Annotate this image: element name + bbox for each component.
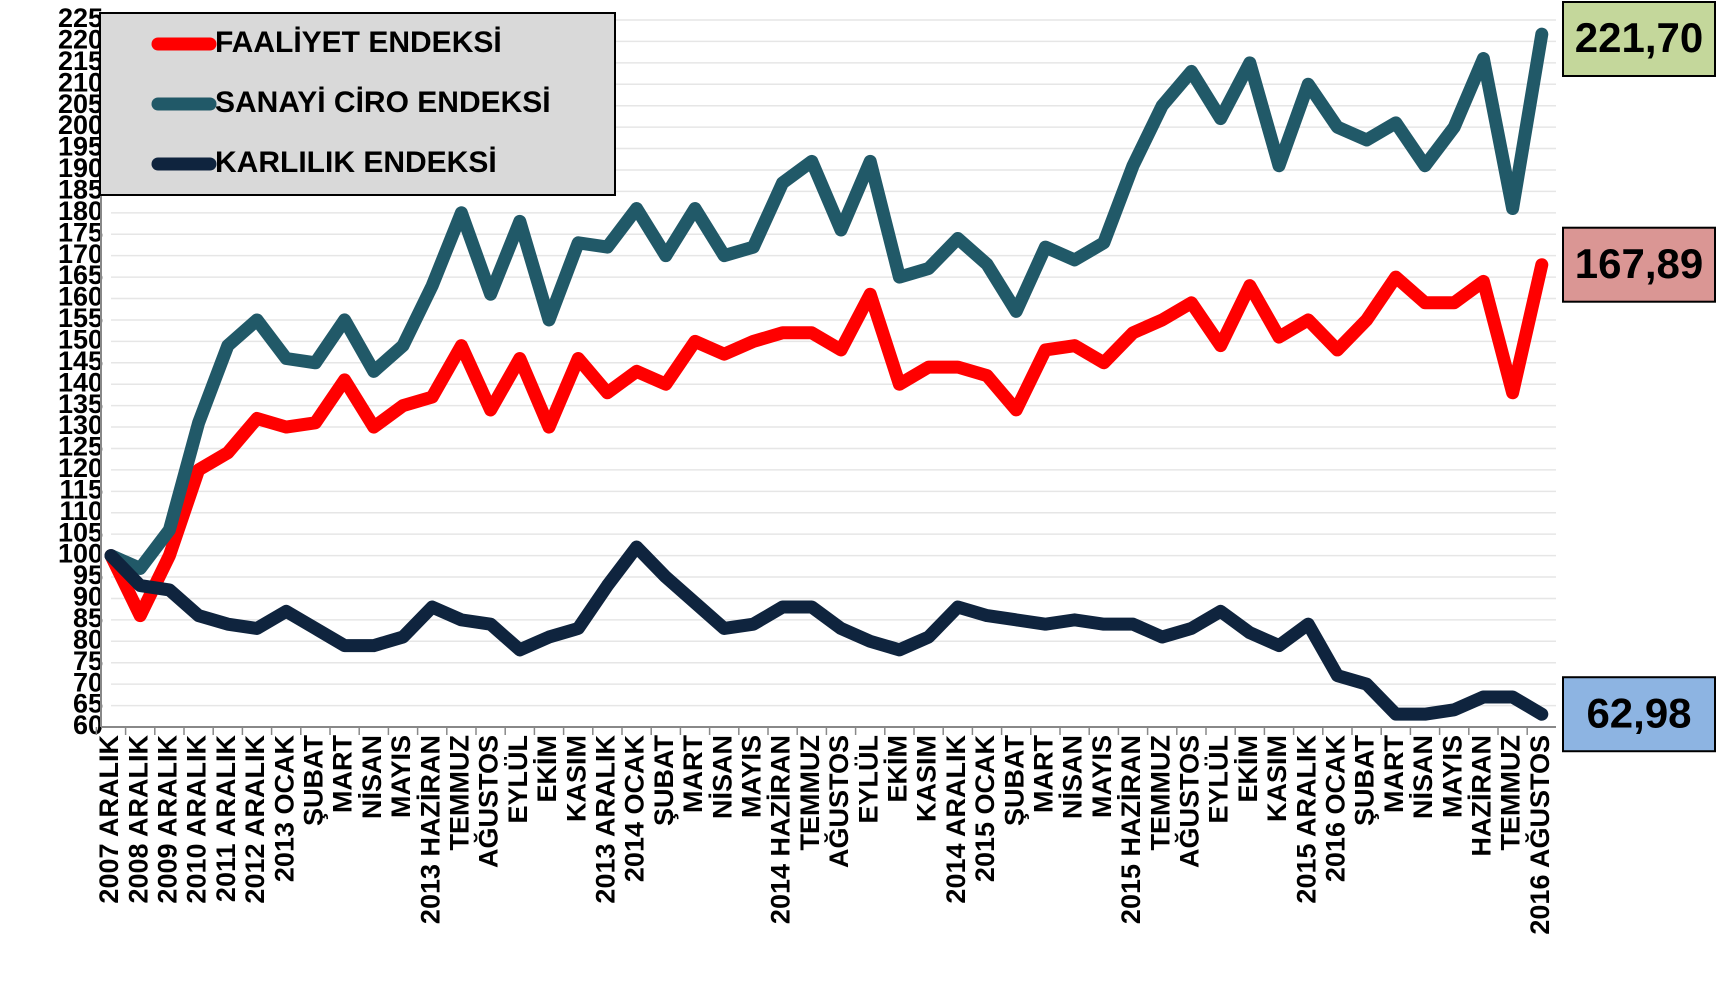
x-tick-label: EYLÜL	[503, 735, 533, 824]
series-line	[104, 27, 1549, 575]
value-label-box	[1562, 226, 1716, 303]
y-tick-label: 190	[58, 153, 103, 183]
x-tick-label: NİSAN	[1408, 735, 1438, 819]
y-tick-label: 135	[58, 389, 103, 419]
y-tick-label: 65	[73, 689, 103, 719]
y-tick-label: 110	[59, 496, 103, 526]
y-tick-label: 105	[58, 517, 103, 547]
y-tick-label: 155	[58, 303, 103, 333]
y-tick-label: 85	[73, 603, 103, 633]
x-tick-label: AĞUSTOS	[823, 735, 854, 868]
x-tick-label: TEMMUZ	[1145, 735, 1175, 850]
x-tick-label: 2013 OCAK	[269, 735, 299, 883]
x-tick-label: MAYIS	[1087, 735, 1117, 818]
x-tick-label: ŞUBAT	[1350, 734, 1380, 826]
value-label-box	[1562, 1, 1716, 77]
y-tick-label: 170	[58, 239, 103, 269]
x-tick-label: 2015 HAZİRAN	[1116, 735, 1146, 924]
y-tick-label: 120	[58, 453, 103, 483]
x-tick-label: EYLÜL	[853, 735, 883, 824]
value-label: 221,70	[1575, 14, 1703, 61]
y-tick-label: 215	[58, 46, 103, 76]
y-tick-label: 140	[58, 367, 103, 397]
series-line	[104, 258, 1549, 623]
x-tick-label: EYLÜL	[1204, 735, 1234, 824]
legend-label: KARLILIK ENDEKSİ	[215, 146, 497, 179]
x-tick-label: 2015 OCAK	[970, 735, 1000, 883]
x-tick-label: HAZİRAN	[1467, 735, 1497, 857]
y-tick-label: 195	[58, 132, 103, 162]
x-tick-label: 2012 ARALIK	[240, 735, 270, 904]
x-tick-label: ŞUBAT	[999, 734, 1029, 826]
x-tick-label: 2014 ARALIK	[941, 735, 971, 904]
legend-label: SANAYİ CİRO ENDEKSİ	[215, 86, 551, 119]
x-tick-label: 2014 HAZİRAN	[766, 735, 796, 924]
x-tick-label: AĞUSTOS	[1174, 735, 1205, 868]
x-tick-label: TEMMUZ	[795, 735, 825, 850]
x-tick-label: AĞUSTOS	[473, 735, 504, 868]
x-tick-label: NİSAN	[1058, 735, 1088, 819]
x-tick-label: MAYIS	[386, 735, 416, 818]
y-tick-label: 115	[59, 474, 103, 504]
x-tick-label: 2011 ARALIK	[211, 734, 241, 902]
x-tick-label: EKİM	[883, 735, 913, 803]
y-tick-label: 130	[58, 410, 103, 440]
x-tick-label: MART	[328, 734, 358, 812]
x-tick-label: MART	[678, 734, 708, 812]
x-tick-label: NİSAN	[707, 735, 737, 819]
y-tick-label: 180	[58, 196, 103, 226]
y-tick-label: 80	[73, 624, 103, 654]
legend-label: FAALİYET ENDEKSİ	[215, 26, 502, 59]
y-tick-label: 60	[73, 710, 103, 740]
x-tick-label: 2013 ARALIK	[591, 735, 621, 904]
x-tick-label: 2013 HAZİRAN	[415, 735, 445, 924]
y-tick-label: 70	[73, 667, 103, 697]
y-tick-label: 90	[73, 582, 103, 612]
x-tick-label: 2008 ARALIK	[123, 735, 153, 904]
y-tick-label: 200	[58, 110, 103, 140]
x-tick-label: MAYIS	[737, 735, 767, 818]
y-tick-label: 75	[73, 646, 103, 676]
x-tick-label: 2007 ARALIK	[94, 735, 124, 904]
x-tick-label: 2016 OCAK	[1321, 735, 1351, 883]
x-tick-label: NİSAN	[357, 735, 387, 819]
x-tick-label: TEMMUZ	[1496, 735, 1526, 850]
y-tick-label: 165	[58, 260, 103, 290]
series-line	[104, 540, 1549, 721]
y-tick-label: 185	[58, 175, 103, 205]
x-tick-label: EKİM	[1233, 735, 1263, 803]
x-tick-label: ŞUBAT	[299, 734, 329, 826]
y-tick-label: 125	[58, 432, 103, 462]
y-tick-label: 95	[73, 560, 103, 590]
x-tick-label: 2016 AĞUSTOS	[1524, 735, 1555, 935]
value-label: 62,98	[1586, 689, 1691, 736]
y-tick-label: 145	[58, 346, 103, 376]
y-tick-label: 100	[58, 539, 103, 569]
x-tick-label: 2014 OCAK	[620, 735, 650, 883]
x-tick-label: TEMMUZ	[445, 735, 475, 850]
x-tick-label: KASIM	[561, 735, 591, 822]
value-label-box	[1562, 676, 1716, 753]
y-tick-label: 210	[58, 67, 103, 97]
x-tick-label: 2010 ARALIK	[182, 735, 212, 904]
x-tick-label: ŞUBAT	[649, 734, 679, 826]
x-tick-label: MAYIS	[1437, 735, 1467, 818]
y-tick-label: 205	[58, 89, 103, 119]
y-tick-label: 150	[58, 324, 103, 354]
y-tick-label: 175	[58, 217, 103, 247]
x-tick-label: KASIM	[1262, 735, 1292, 822]
y-tick-label: 220	[58, 25, 103, 55]
x-tick-label: 2009 ARALIK	[153, 735, 183, 904]
x-tick-label: EKİM	[532, 735, 562, 803]
x-tick-label: KASIM	[912, 735, 942, 822]
x-tick-label: MART	[1379, 734, 1409, 812]
y-tick-label: 160	[58, 282, 103, 312]
y-tick-label: 225	[58, 3, 103, 33]
x-tick-label: MART	[1029, 734, 1059, 812]
x-tick-label: 2015 ARALIK	[1291, 735, 1321, 904]
value-label: 167,89	[1575, 240, 1703, 287]
